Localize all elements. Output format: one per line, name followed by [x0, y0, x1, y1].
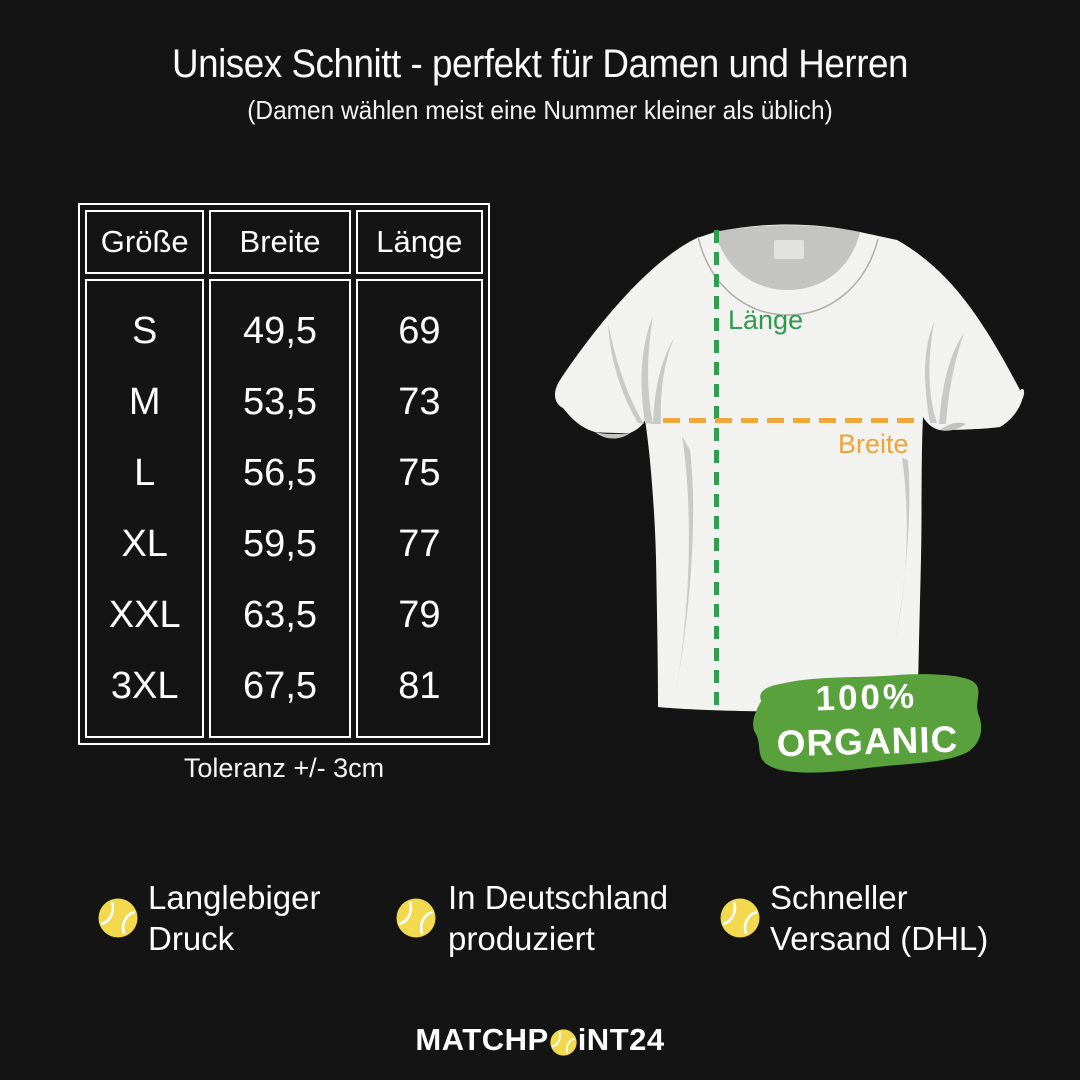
badge-text: 100% ORGANIC — [745, 673, 989, 767]
width-value: 67,5 — [243, 664, 318, 707]
tennis-ball-icon — [396, 898, 436, 938]
column-header-length: Länge — [355, 210, 483, 274]
feature-made-in-germany: In Deutschland produziert — [448, 877, 668, 959]
size-value: L — [134, 451, 156, 494]
length-column: 69 73 75 77 79 81 — [355, 279, 483, 738]
collar-label-tag — [774, 240, 804, 259]
width-value: 59,5 — [243, 522, 318, 565]
tshirt-illustration — [554, 224, 1025, 712]
length-value: 81 — [398, 664, 441, 707]
width-column: 49,5 53,5 56,5 59,5 63,5 67,5 — [209, 279, 351, 738]
tolerance-note: Toleranz +/- 3cm — [183, 753, 385, 783]
size-value: M — [128, 380, 161, 423]
length-value: 77 — [398, 522, 441, 565]
tennis-ball-icon — [720, 898, 760, 938]
feature-durability: Langlebiger Druck — [148, 877, 320, 959]
column-header-width: Breite — [209, 210, 351, 274]
tshirt-diagram — [550, 218, 1038, 763]
brand-logo: MATCHP iNT24 — [0, 1022, 1080, 1058]
logo-text-suffix: iNT24 — [577, 1022, 665, 1057]
width-value: 63,5 — [243, 593, 318, 636]
badge-line2: ORGANIC — [776, 718, 959, 765]
size-value: S — [132, 309, 158, 352]
column-header-size: Größe — [85, 210, 205, 274]
page-subtitle: (Damen wählen meist eine Nummer kleiner … — [247, 95, 833, 125]
length-label: Länge — [728, 305, 804, 335]
tennis-ball-icon — [98, 898, 138, 938]
size-value: 3XL — [110, 664, 179, 707]
size-table-body: S M L XL XXL 3XL 49,5 53,5 56,5 59,5 63,… — [85, 279, 483, 738]
width-value: 49,5 — [243, 309, 318, 352]
size-table: Größe Breite Länge S M L XL XXL 3XL 49,5… — [78, 203, 490, 745]
badge-brush-shape — [753, 674, 982, 773]
logo-text-prefix: MATCHP — [415, 1022, 549, 1057]
feature-line: produziert — [448, 920, 595, 957]
size-table-header: Größe Breite Länge — [85, 210, 483, 274]
length-value: 79 — [398, 593, 441, 636]
width-label: Breite — [838, 429, 909, 459]
size-value: XXL — [108, 593, 181, 636]
length-value: 69 — [398, 309, 441, 352]
feature-line: Schneller — [770, 879, 908, 916]
width-value: 53,5 — [243, 380, 318, 423]
size-column: S M L XL XXL 3XL — [85, 279, 205, 738]
width-value: 56,5 — [243, 451, 318, 494]
feature-line: Langlebiger — [148, 879, 321, 916]
feature-line: Versand (DHL) — [770, 920, 989, 957]
feature-line: In Deutschland — [448, 879, 669, 916]
feature-fast-shipping: Schneller Versand (DHL) — [770, 877, 988, 959]
header: Unisex Schnitt - perfekt für Damen und H… — [0, 42, 1080, 126]
size-value: XL — [121, 522, 168, 565]
feature-line: Druck — [148, 920, 235, 957]
tennis-ball-icon — [550, 1028, 577, 1056]
width-measure-line — [663, 418, 915, 423]
length-measure-line — [714, 230, 719, 708]
organic-badge: 100% ORGANIC — [745, 665, 990, 783]
badge-line1: 100% — [815, 676, 918, 719]
length-value: 73 — [398, 380, 441, 423]
page-title: Unisex Schnitt - perfekt für Damen und H… — [171, 42, 909, 86]
length-value: 75 — [398, 451, 441, 494]
